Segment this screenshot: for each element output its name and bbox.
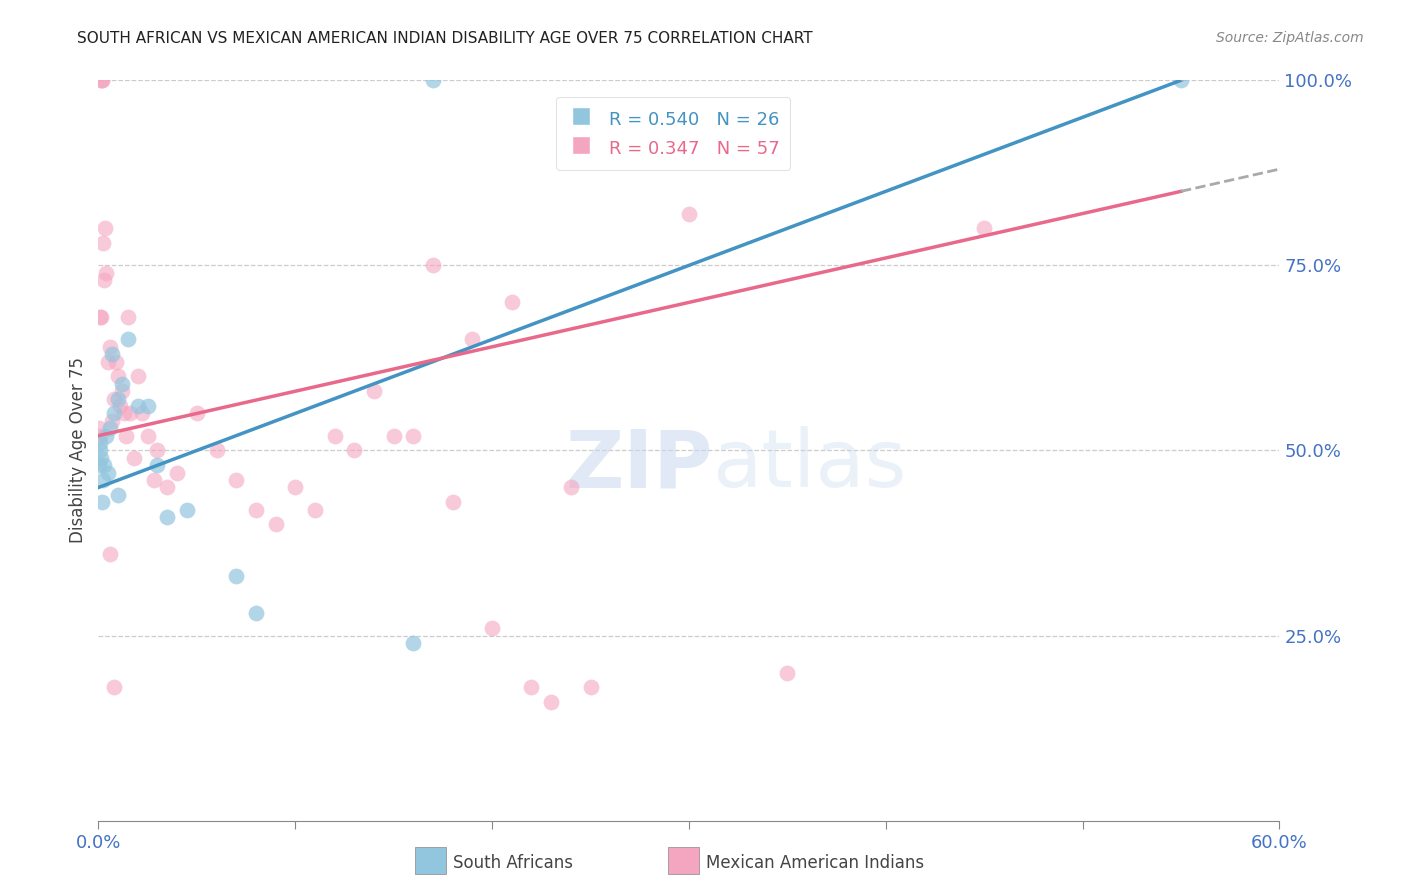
Point (973, 221, 995, 235)
Point (264, 517, 287, 532)
Point (105, 354, 128, 368)
Point (108, 399, 131, 413)
Point (131, 407, 153, 421)
Text: Source: ZipAtlas.com: Source: ZipAtlas.com (1216, 31, 1364, 45)
Point (98, 547, 121, 561)
Point (225, 473, 247, 487)
Point (101, 347, 124, 361)
Point (176, 502, 198, 516)
Point (98, 421, 121, 435)
Point (245, 502, 267, 516)
Point (93, 236, 115, 251)
Point (93, 273, 115, 287)
Y-axis label: Disability Age Over 75: Disability Age Over 75 (69, 358, 87, 543)
Point (402, 636, 425, 650)
Point (323, 428, 346, 442)
Point (97, 466, 120, 480)
Point (98, 340, 121, 354)
Point (146, 443, 169, 458)
Point (107, 392, 129, 406)
Point (107, 369, 129, 384)
Point (501, 295, 523, 310)
Text: atlas: atlas (713, 426, 907, 504)
Point (101, 414, 124, 428)
Point (225, 569, 247, 583)
Point (127, 369, 149, 384)
Point (103, 407, 125, 421)
Point (304, 502, 326, 516)
Point (91, 73, 114, 87)
Point (678, 206, 700, 220)
Point (103, 392, 125, 406)
Point (579, 681, 602, 695)
Point (91, 73, 114, 87)
Point (89, 436, 111, 450)
Point (146, 458, 169, 473)
Point (166, 466, 188, 480)
Point (96, 266, 118, 280)
Point (422, 73, 444, 87)
Point (382, 428, 405, 442)
Point (93, 473, 115, 487)
Point (205, 443, 228, 458)
Text: SOUTH AFRICAN VS MEXICAN AMERICAN INDIAN DISABILITY AGE OVER 75 CORRELATION CHAR: SOUTH AFRICAN VS MEXICAN AMERICAN INDIAN… (77, 31, 813, 46)
Point (89, 421, 111, 435)
Text: ZIP: ZIP (565, 426, 713, 504)
Text: Mexican American Indians: Mexican American Indians (706, 854, 924, 871)
Point (284, 481, 307, 495)
Point (245, 607, 267, 621)
Point (122, 450, 145, 465)
Point (186, 407, 208, 421)
Point (481, 621, 503, 635)
Point (127, 399, 149, 413)
Point (93, 458, 115, 473)
Point (96, 428, 118, 442)
Point (90, 73, 112, 87)
Point (136, 399, 159, 413)
Point (156, 481, 179, 495)
Text: South Africans: South Africans (453, 854, 572, 871)
Point (142, 473, 165, 487)
Point (520, 681, 543, 695)
Point (776, 665, 799, 680)
Point (136, 428, 159, 442)
Point (89, 443, 111, 458)
Point (1170, 73, 1192, 87)
Point (90, 310, 112, 325)
Point (560, 481, 582, 495)
Point (97, 354, 120, 368)
Point (402, 428, 425, 442)
Point (422, 259, 444, 273)
Point (103, 681, 125, 695)
Point (117, 310, 139, 325)
Point (441, 495, 464, 509)
Point (343, 443, 366, 458)
Point (89, 428, 111, 442)
Point (111, 376, 134, 391)
Point (89, 458, 111, 473)
Point (89, 310, 111, 325)
Legend: R = 0.540   N = 26, R = 0.347   N = 57: R = 0.540 N = 26, R = 0.347 N = 57 (557, 96, 790, 169)
Point (156, 510, 179, 524)
Point (90, 450, 112, 465)
Point (91, 495, 114, 509)
Point (94, 221, 117, 235)
Point (118, 407, 141, 421)
Point (117, 333, 139, 347)
Point (540, 695, 562, 709)
Point (112, 407, 135, 421)
Point (111, 384, 134, 399)
Point (461, 333, 484, 347)
Point (363, 384, 385, 399)
Point (107, 488, 129, 502)
Point (115, 428, 138, 442)
